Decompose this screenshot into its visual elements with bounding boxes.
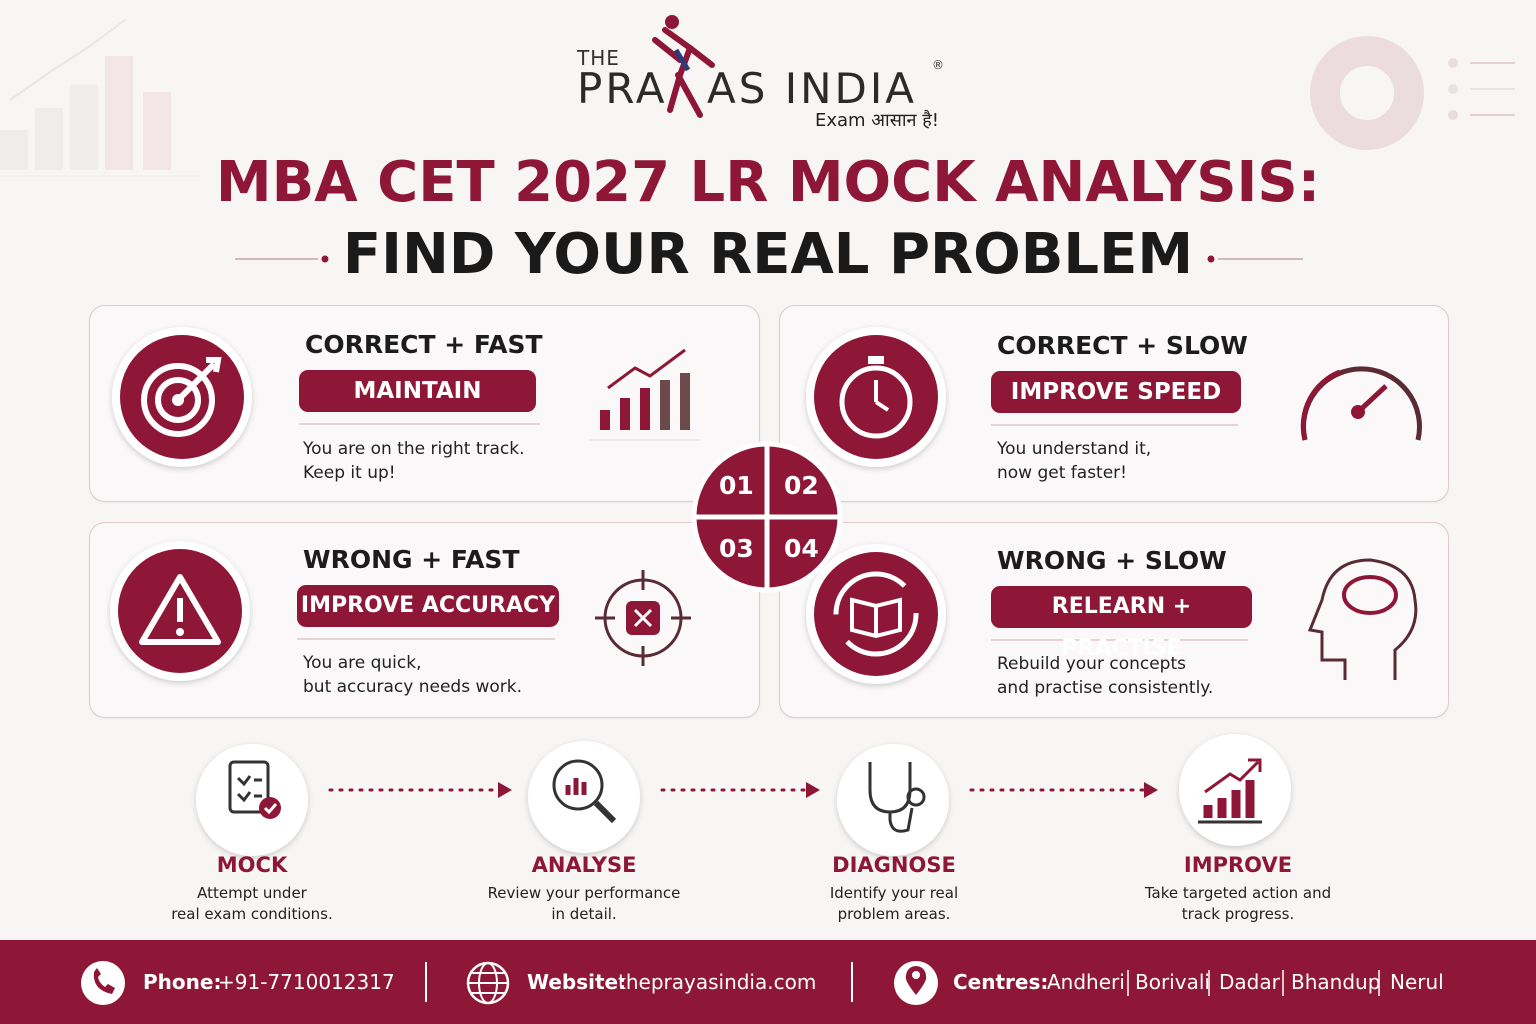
growth-chart-icon	[590, 348, 700, 441]
footer-label: Centres:	[953, 970, 1049, 994]
footer-phone[interactable]: +91-7710012317	[218, 970, 395, 994]
footer-label: Website:	[527, 970, 626, 994]
logo-prefix: THE	[577, 46, 620, 70]
quadrant-description: Rebuild your concepts	[997, 654, 1186, 674]
step-description: Attempt under	[197, 884, 307, 902]
logo-name: AS INDIA	[707, 64, 918, 113]
target-icon	[112, 327, 252, 467]
quadrant-heading: WRONG + SLOW	[997, 546, 1227, 575]
step-description: Take targeted action and	[1144, 884, 1332, 902]
footer-website[interactable]: theprayasindia.com	[618, 970, 817, 994]
quadrant-number: 01	[719, 471, 754, 500]
logo-tagline: Exam आसान है!	[815, 110, 940, 131]
quadrant-description: You are on the right track.	[303, 439, 525, 459]
warning-icon	[110, 541, 250, 681]
title-rule	[235, 255, 1303, 263]
quadrant-description: now get faster!	[997, 463, 1127, 483]
footer-bar	[0, 940, 1536, 1024]
subtitle: FIND YOUR REAL PROBLEM	[342, 222, 1194, 287]
quadrant-heading: CORRECT + SLOW	[997, 331, 1248, 360]
step-description: in detail.	[551, 905, 617, 923]
bg-donut	[1310, 36, 1515, 150]
centre: Bhandup	[1291, 970, 1381, 994]
quadrant-action: IMPROVE ACCURACY	[297, 585, 559, 627]
step-description: Review your performance	[487, 884, 681, 902]
centre: Nerul	[1390, 970, 1444, 994]
footer-label: Centres:	[953, 970, 1048, 994]
step-icons	[228, 758, 1262, 833]
quadrant-description: but accuracy needs work.	[303, 677, 523, 697]
step-description: real exam conditions.	[171, 905, 333, 923]
quadrant-number: 03	[719, 534, 754, 563]
step-title: DIAGNOSE	[832, 853, 956, 877]
step-title: MOCK	[216, 853, 288, 877]
quadrant-description: You understand it,	[997, 439, 1152, 459]
quadrant-description: Keep it up!	[303, 463, 396, 483]
center-badge	[691, 441, 843, 593]
quadrant-number: 04	[784, 534, 819, 563]
logo-name: PRA	[577, 64, 668, 113]
quadrant-action: RELEARN + PRACTISE	[991, 586, 1252, 661]
footer-label: Website:	[527, 970, 627, 994]
footer-label: Phone:	[143, 970, 222, 994]
step-description: track progress.	[1181, 905, 1295, 923]
quadrant-heading: CORRECT + FAST	[305, 330, 543, 359]
quadrant-description: You are quick,	[303, 653, 422, 673]
pill-underline	[297, 423, 1248, 641]
step-title: ANALYSE	[531, 853, 637, 877]
bg-chart	[0, 19, 200, 177]
step-title: IMPROVE	[1183, 853, 1293, 877]
centre: Dadar	[1219, 970, 1280, 994]
quadrant-description: and practise consistently.	[997, 678, 1214, 698]
stopwatch-icon	[806, 327, 946, 467]
speedometer-icon	[1300, 366, 1422, 441]
logo-mark: ®	[932, 58, 944, 72]
centre: Borivali	[1135, 970, 1210, 994]
quadrant-number: 02	[784, 471, 819, 500]
step-description: problem areas.	[837, 905, 951, 923]
step-description: Identify your real	[829, 884, 959, 902]
relearn-icon	[806, 544, 946, 684]
quadrant-heading: WRONG + FAST	[303, 545, 520, 574]
brain-icon	[1307, 558, 1418, 680]
centre: Andheri	[1047, 970, 1125, 994]
step-circles	[196, 734, 1291, 856]
quadrant-action: IMPROVE SPEED	[991, 371, 1241, 413]
quadrant-action: MAINTAIN	[299, 370, 536, 412]
footer-label: Phone:	[143, 970, 221, 994]
logo-figure	[652, 15, 715, 118]
miss-target-icon	[595, 570, 691, 666]
title: MBA CET 2027 LR MOCK ANALYSIS:	[215, 150, 1321, 215]
footer-icons	[81, 961, 1380, 1005]
arrow-heads	[498, 782, 1158, 798]
